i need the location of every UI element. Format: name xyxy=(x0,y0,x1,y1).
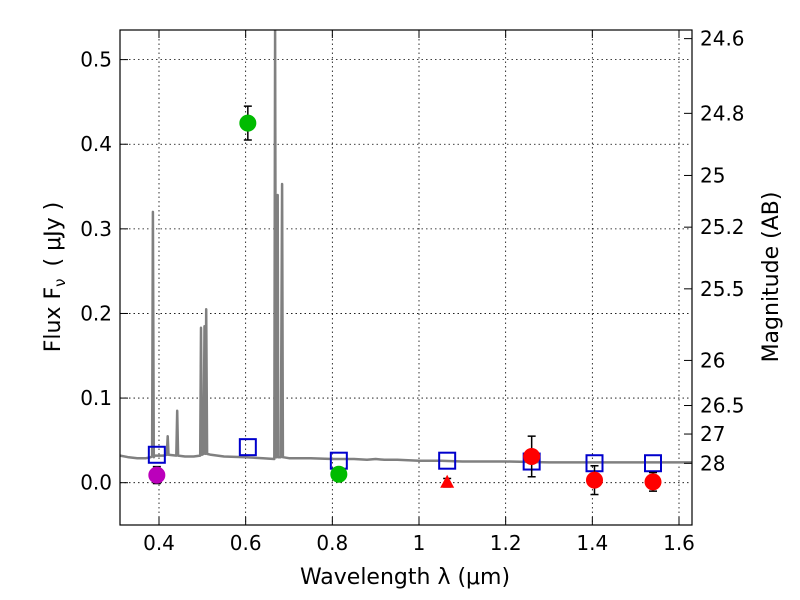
marker-layer xyxy=(147,105,662,496)
y-tick-label: 0.1 xyxy=(80,386,112,410)
x-tick-label: 1 xyxy=(413,531,426,555)
data-point xyxy=(330,465,348,483)
y2-tick-label: 24.6 xyxy=(700,27,745,51)
data-point xyxy=(148,466,166,484)
x-tick-label: 1.2 xyxy=(490,531,522,555)
axes-layer: 0.4 0.6 0.8 1 1.2 1.4 1.6 0.0 0.1 0.2 0.3 0.4 0.5 24.… xyxy=(80,27,744,555)
y-tick-label: 0.2 xyxy=(80,301,112,325)
y-tick-label: 0.4 xyxy=(80,132,112,156)
y-tick-label: 0.3 xyxy=(80,217,112,241)
data-point xyxy=(644,473,662,491)
y-axis-label: Flux Fν ( μJy ) xyxy=(41,202,69,352)
y2-tick-label: 27 xyxy=(700,422,725,446)
model-flux-square xyxy=(644,454,662,473)
model-flux-square xyxy=(438,451,457,470)
x-axis-label: Wavelength λ (μm) xyxy=(300,565,510,590)
data-point xyxy=(523,447,541,465)
y-tick-label: 0.0 xyxy=(80,471,112,495)
y2-tick-label: 25.5 xyxy=(700,277,745,301)
y-tick-label: 0.5 xyxy=(80,48,112,72)
x-tick-label: 1.4 xyxy=(576,531,608,555)
model-spectrum-line xyxy=(120,30,692,464)
plot-frame xyxy=(119,29,693,526)
x-tick-label: 0.6 xyxy=(230,531,262,555)
model-flux-square xyxy=(238,438,257,457)
x-tick-label: 0.4 xyxy=(143,531,175,555)
y2-tick-label: 28 xyxy=(700,451,725,475)
data-point xyxy=(586,471,603,489)
x-tick-label: 1.6 xyxy=(663,531,695,555)
y-axis-label-sub: ν xyxy=(51,278,69,286)
spectrum-layer xyxy=(120,30,692,464)
model-flux-square xyxy=(147,445,166,464)
y2-tick-label: 25 xyxy=(700,163,725,187)
y2-tick-label: 24.8 xyxy=(700,101,745,125)
upper-limit-triangle xyxy=(440,474,455,488)
y-axis-label-unit: ( μJy ) xyxy=(41,202,66,267)
y-axis-label-main: Flux F xyxy=(41,287,66,352)
y2-tick-label: 26.5 xyxy=(700,394,745,418)
y2-tick-label: 26 xyxy=(700,348,725,372)
x-tick-label: 0.8 xyxy=(316,531,348,555)
grid-layer xyxy=(120,30,692,525)
y2-axis-label: Magnitude (AB) xyxy=(759,192,784,363)
y2-tick-label: 25.2 xyxy=(700,215,745,239)
data-point xyxy=(239,114,257,132)
